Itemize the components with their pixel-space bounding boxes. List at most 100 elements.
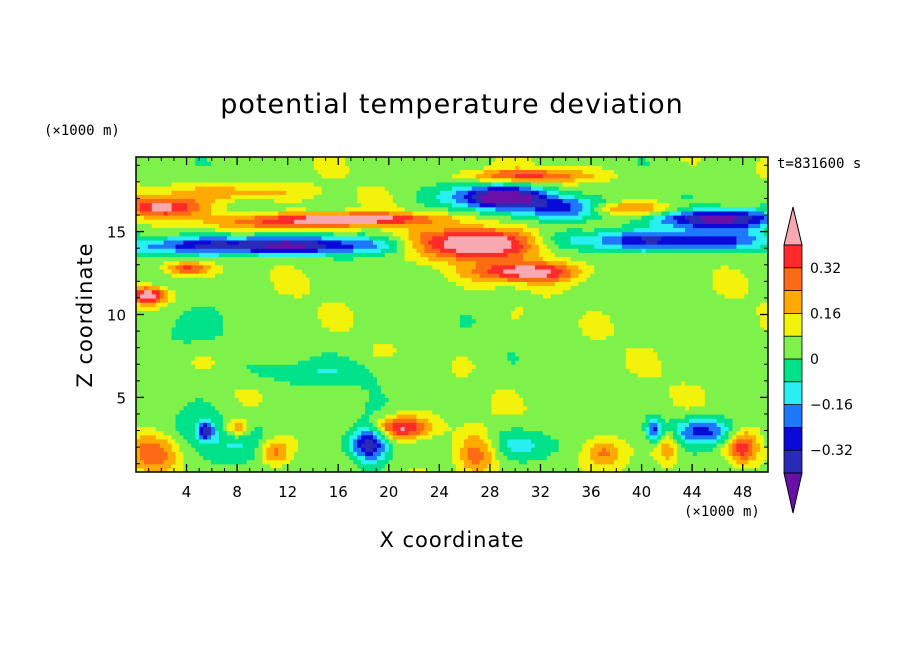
- field-cell: [171, 376, 177, 382]
- field-cell: [215, 397, 220, 403]
- field-cell: [286, 401, 291, 407]
- field-cell: [523, 418, 528, 423]
- field-cell: [554, 389, 560, 394]
- field-cell: [499, 355, 504, 361]
- field-cell: [712, 426, 718, 432]
- field-cell: [175, 343, 181, 349]
- field-cell: [297, 343, 303, 349]
- field-cell: [357, 430, 362, 436]
- field-cell: [716, 413, 722, 419]
- field-cell: [416, 351, 421, 357]
- field-cell: [681, 372, 686, 378]
- field-cell: [341, 376, 346, 382]
- field-cell: [740, 422, 745, 427]
- field-cell: [594, 430, 599, 436]
- field-cell: [313, 364, 319, 369]
- field-cell: [408, 397, 414, 403]
- field-cell: [163, 463, 169, 469]
- field-cell: [211, 463, 216, 469]
- field-cell: [527, 389, 532, 394]
- field-cell: [736, 451, 741, 457]
- field-cell: [483, 434, 489, 440]
- field-cell: [195, 451, 200, 457]
- field-cell: [183, 467, 188, 472]
- field-cell: [736, 459, 741, 465]
- field-cell: [720, 380, 726, 386]
- field-cell: [242, 376, 248, 382]
- field-cell: [689, 409, 694, 415]
- field-cell: [388, 409, 394, 415]
- field-cell: [716, 372, 722, 378]
- field-cell: [736, 463, 741, 469]
- field-cell: [744, 455, 749, 461]
- field-cell: [515, 393, 520, 398]
- field-cell: [183, 372, 188, 378]
- field-cell: [685, 376, 690, 382]
- field-cell: [250, 401, 256, 407]
- field-cell: [625, 384, 631, 390]
- field-cell: [696, 380, 702, 386]
- field-cell: [704, 351, 710, 357]
- field-cell: [187, 413, 192, 419]
- field-cell: [179, 343, 184, 349]
- field-cell: [250, 347, 256, 353]
- field-cell: [479, 372, 485, 378]
- field-cell: [345, 347, 350, 353]
- time-label: t=831600 s: [777, 156, 861, 172]
- field-cell: [665, 430, 670, 436]
- field-cell: [534, 397, 540, 403]
- field-cell: [373, 459, 378, 465]
- field-cell: [744, 442, 749, 448]
- field-cell: [215, 451, 220, 457]
- field-cell: [159, 405, 165, 411]
- field-cell: [384, 409, 390, 415]
- field-cell: [724, 451, 730, 457]
- field-cell: [226, 409, 232, 415]
- field-cell: [270, 418, 275, 423]
- field-cell: [527, 355, 532, 361]
- field-cell: [139, 389, 145, 394]
- field-cell: [254, 409, 260, 415]
- field-cell: [349, 422, 354, 427]
- field-cell: [309, 351, 315, 357]
- field-cell: [329, 434, 335, 440]
- field-cell: [562, 463, 568, 469]
- field-cell: [621, 343, 627, 349]
- field-cell: [254, 389, 260, 394]
- field-cell: [416, 368, 421, 374]
- field-cell: [531, 451, 536, 457]
- field-cell: [641, 376, 647, 382]
- field-cell: [523, 409, 528, 415]
- field-cell: [716, 368, 722, 374]
- field-cell: [538, 467, 544, 472]
- field-cell: [420, 343, 425, 349]
- field-cell: [602, 438, 607, 444]
- field-cell: [136, 418, 141, 423]
- field-cell: [396, 438, 402, 444]
- field-cell: [641, 434, 647, 440]
- field-cell: [558, 438, 564, 444]
- field-cell: [321, 418, 327, 423]
- field-cell: [499, 360, 504, 365]
- field-cell: [669, 467, 674, 472]
- field-cell: [677, 413, 682, 419]
- field-cell: [290, 434, 295, 440]
- field-cell: [629, 459, 635, 465]
- field-cell: [203, 397, 208, 403]
- field-cell: [282, 467, 287, 472]
- field-cell: [191, 380, 196, 386]
- field-cell: [527, 451, 532, 457]
- field-cell: [286, 451, 291, 457]
- field-cell: [179, 360, 184, 365]
- field-cell: [471, 409, 477, 415]
- field-cell: [143, 430, 149, 436]
- field-cell: [270, 368, 275, 374]
- field-cell: [432, 430, 437, 436]
- field-cell: [495, 355, 500, 361]
- field-cell: [463, 380, 469, 386]
- field-cell: [444, 430, 449, 436]
- field-cell: [542, 360, 548, 365]
- field-cell: [602, 380, 607, 386]
- field-cell: [207, 405, 212, 411]
- field-cell: [163, 393, 169, 398]
